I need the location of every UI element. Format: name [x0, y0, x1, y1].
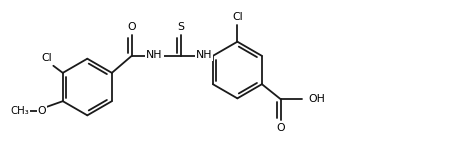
Text: OH: OH [308, 94, 325, 104]
Text: S: S [177, 22, 184, 32]
Text: O: O [277, 123, 285, 133]
Text: Cl: Cl [232, 12, 243, 22]
Text: CH₃: CH₃ [10, 106, 29, 116]
Text: NH: NH [195, 50, 212, 60]
Text: O: O [38, 106, 46, 116]
Text: Cl: Cl [42, 53, 52, 63]
Text: NH: NH [146, 50, 163, 60]
Text: O: O [127, 22, 136, 32]
